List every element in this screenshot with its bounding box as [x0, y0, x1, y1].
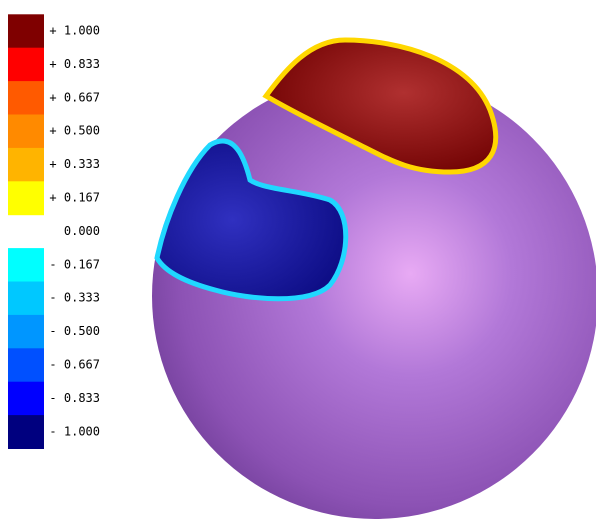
legend-label: + 0.833	[49, 57, 100, 71]
legend-swatch	[8, 14, 44, 49]
legend-label: - 0.500	[49, 324, 100, 338]
legend-label: + 1.000	[49, 24, 100, 38]
legend-swatch	[8, 415, 44, 449]
legend-swatch	[8, 381, 44, 416]
legend-swatch	[8, 348, 44, 383]
legend-label: + 0.500	[49, 124, 100, 138]
legend-swatch	[8, 248, 44, 282]
legend-label: - 0.833	[49, 391, 100, 405]
legend-label: 0.000	[64, 224, 100, 238]
legend-swatch	[8, 114, 44, 149]
legend-label: - 0.333	[49, 291, 100, 305]
legend-label: + 0.667	[49, 90, 100, 104]
negative-region	[154, 138, 349, 302]
sphere-render	[152, 37, 596, 519]
legend-swatch	[8, 181, 44, 216]
legend: + 1.000 + 0.833 + 0.667 + 0.500 + 0.333 + 0.1…	[8, 14, 100, 449]
legend-label: - 0.167	[49, 257, 100, 271]
legend-label: - 0.667	[49, 358, 100, 372]
legend-swatch	[8, 147, 44, 182]
legend-swatch	[8, 47, 44, 82]
legend-label: + 0.333	[49, 157, 100, 171]
legend-label: - 1.000	[49, 424, 100, 438]
legend-label: + 0.167	[49, 191, 100, 205]
legend-swatch	[8, 81, 44, 115]
legend-swatch	[8, 314, 44, 349]
positive-region	[262, 37, 499, 175]
legend-swatch	[8, 281, 44, 316]
